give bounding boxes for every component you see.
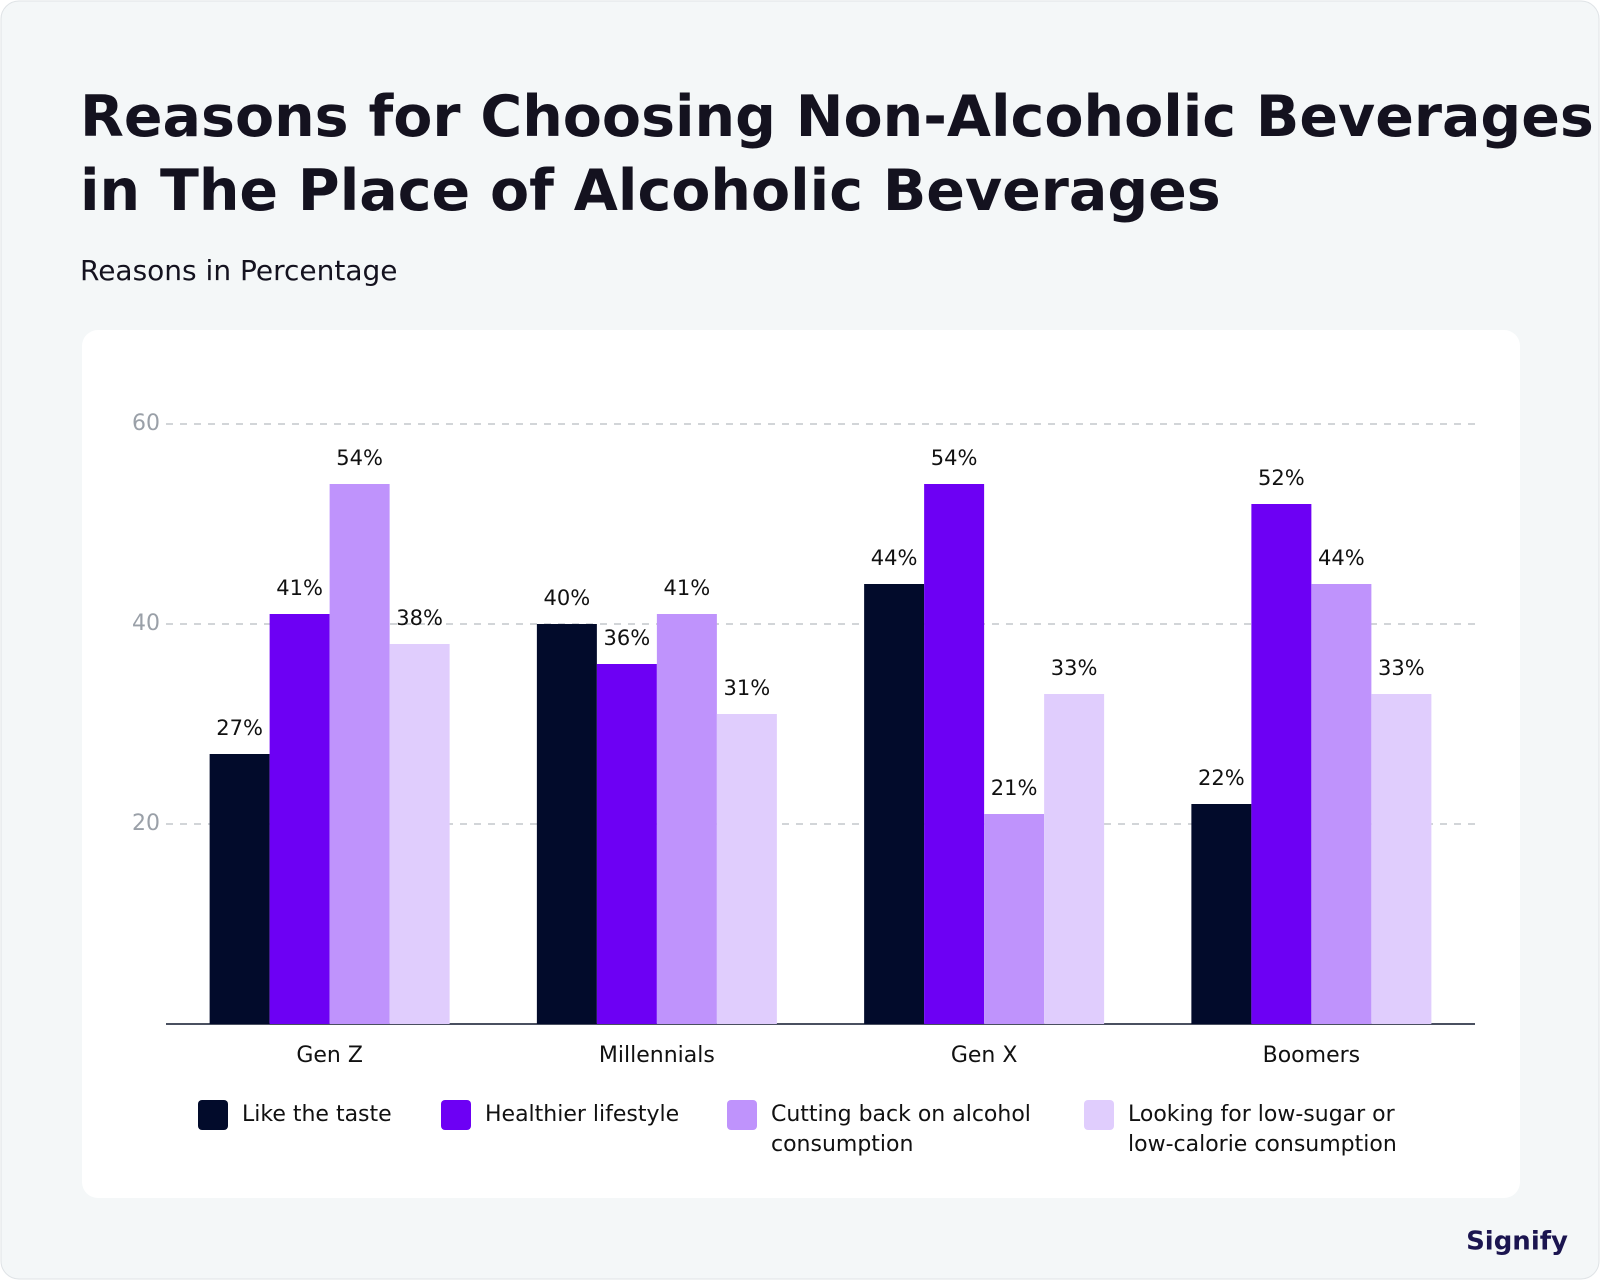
- y-tick-label: 60: [132, 411, 160, 436]
- legend-item: Like the taste: [198, 1100, 442, 1130]
- value-label: 40%: [544, 586, 591, 610]
- value-label: 44%: [871, 546, 918, 570]
- legend-swatch: [727, 1100, 757, 1130]
- value-label: 52%: [1258, 466, 1305, 490]
- bar: [924, 484, 985, 1024]
- legend-item: Looking for low-sugar or low-calorie con…: [1084, 1100, 1428, 1160]
- value-label: 44%: [1318, 546, 1365, 570]
- legend-item: Healthier lifestyle: [441, 1100, 725, 1130]
- value-label: 38%: [396, 606, 443, 630]
- legend-label: Cutting back on alcohol consumption: [771, 1102, 1031, 1157]
- legend-swatch: [1084, 1100, 1114, 1130]
- bar: [389, 644, 450, 1024]
- value-label: 54%: [931, 446, 978, 470]
- bar: [209, 754, 270, 1024]
- bar: [984, 814, 1045, 1024]
- value-label: 41%: [664, 576, 711, 600]
- value-label: 54%: [336, 446, 383, 470]
- value-label: 33%: [1378, 656, 1425, 680]
- bar: [1371, 694, 1432, 1024]
- value-label: 31%: [724, 676, 771, 700]
- bar: [269, 614, 330, 1024]
- brand: Signify: [1466, 1227, 1568, 1257]
- x-tick-label: Millennials: [599, 1043, 715, 1068]
- value-label: 33%: [1051, 656, 1098, 680]
- bar: [1251, 504, 1312, 1024]
- value-label: 41%: [276, 576, 323, 600]
- value-label: 27%: [216, 716, 263, 740]
- bar: [1191, 804, 1252, 1024]
- value-label: 21%: [991, 776, 1038, 800]
- x-tick-label: Gen Z: [296, 1043, 363, 1068]
- bar: [864, 584, 925, 1024]
- bar: [596, 664, 657, 1024]
- bar: [716, 714, 777, 1024]
- legend-swatch: [198, 1100, 228, 1130]
- value-label: 22%: [1198, 766, 1245, 790]
- bar: [1044, 694, 1105, 1024]
- y-tick-label: 20: [132, 811, 160, 836]
- value-label: 36%: [604, 626, 651, 650]
- y-tick-label: 40: [132, 611, 160, 636]
- legend-swatch: [441, 1100, 471, 1130]
- legend-label: Healthier lifestyle: [485, 1102, 680, 1127]
- bar: [536, 624, 597, 1024]
- bar: [329, 484, 390, 1024]
- legend-label: Like the taste: [242, 1102, 392, 1127]
- legend-item: Cutting back on alcohol consumption: [727, 1100, 1051, 1160]
- x-tick-label: Gen X: [951, 1043, 1018, 1068]
- legend: Like the taste Healthier lifestyle Cutting…: [0, 1100, 1600, 1180]
- chart-title: Reasons for Choosing Non-Alcoholic Bever…: [80, 84, 1594, 224]
- bar: [656, 614, 717, 1024]
- chart-subtitle: Reasons in Percentage: [80, 254, 397, 287]
- x-tick-label: Boomers: [1263, 1043, 1361, 1068]
- bar: [1311, 584, 1372, 1024]
- legend-label: Looking for low-sugar or low-calorie con…: [1128, 1102, 1397, 1157]
